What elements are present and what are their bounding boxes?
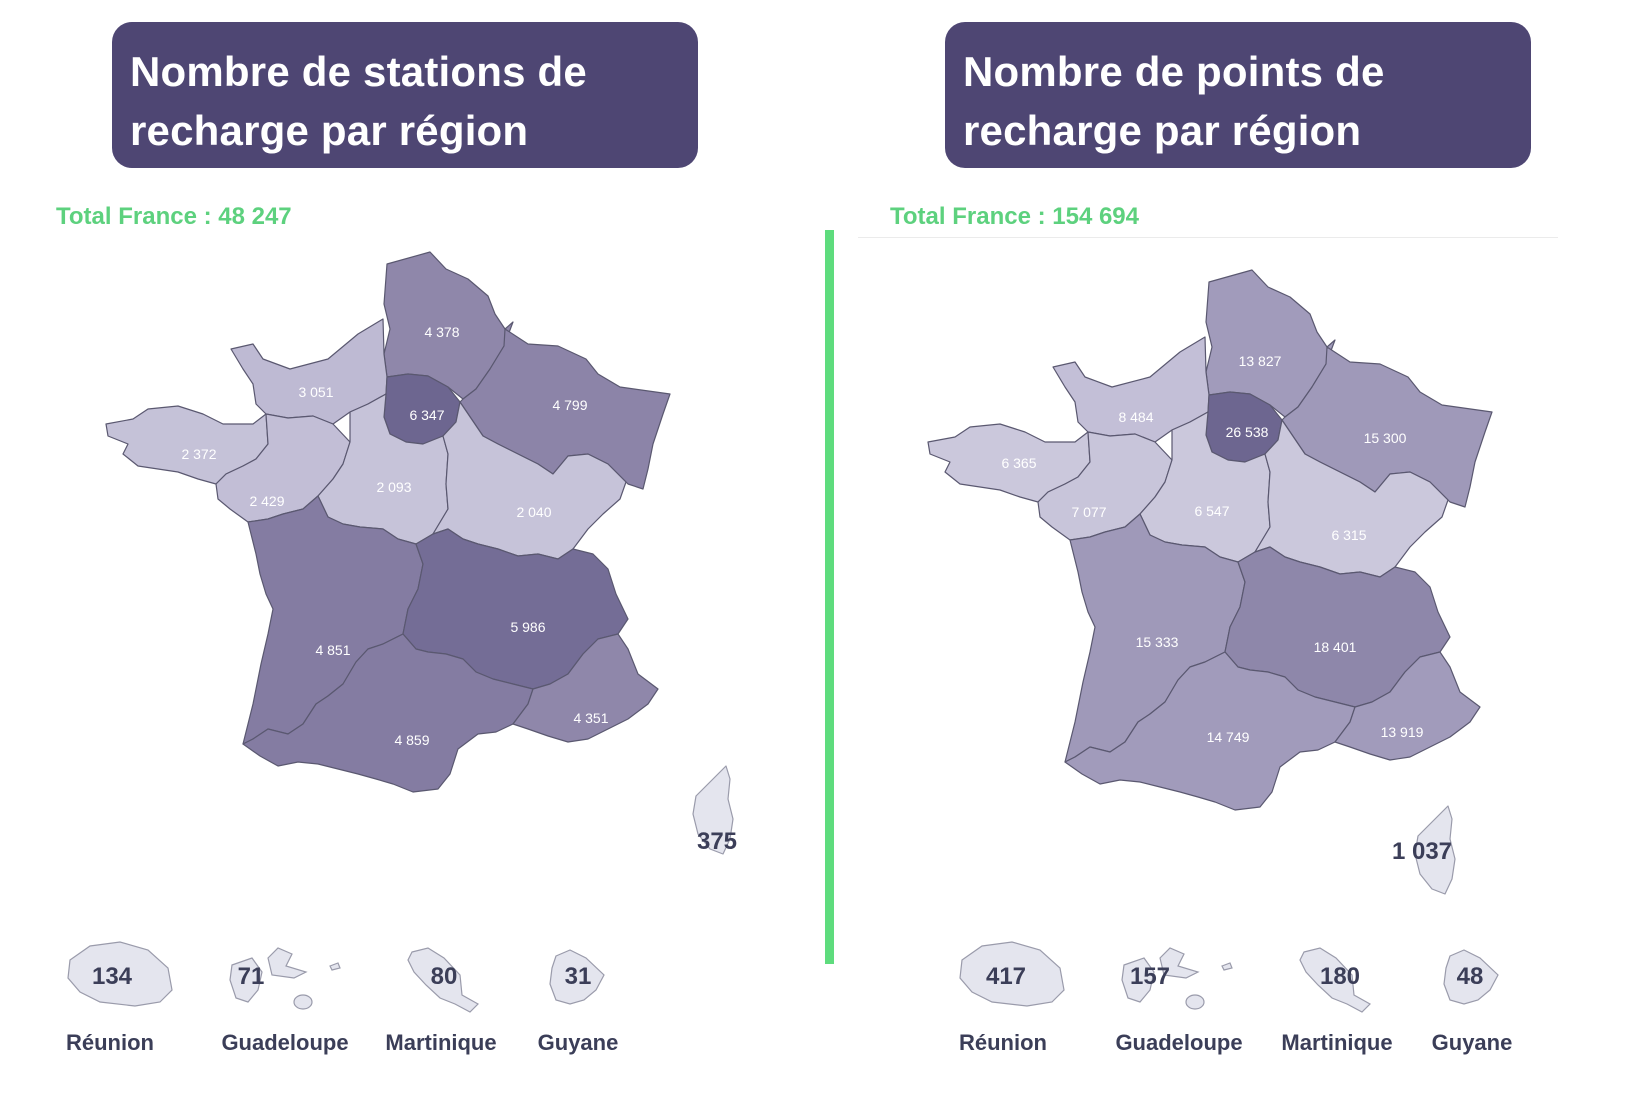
label-guyane: 31 (565, 963, 592, 990)
label-grand-est: 4 799 (552, 397, 587, 413)
label-pays-de-la-loire: 2 429 (249, 493, 284, 509)
points-map: 13 827 8 484 26 538 15 300 6 365 7 077 6… (927, 269, 1499, 1013)
label-grand-est: 15 300 (1364, 430, 1407, 446)
points-total: Total France : 154 694 (890, 203, 1139, 230)
label-hauts-de-france: 13 827 (1239, 353, 1282, 369)
label-pays-de-la-loire: 7 077 (1071, 504, 1106, 520)
label-normandie: 8 484 (1118, 409, 1153, 425)
label-centre-val-de-loire: 6 547 (1194, 503, 1229, 519)
panel-divider (825, 230, 834, 964)
points-title-line2: recharge par région (963, 107, 1362, 154)
name-reunion: Réunion (959, 1030, 1047, 1055)
label-bourgogne-franche-comte: 6 315 (1331, 527, 1366, 543)
label-auvergne-rhone-alpes: 18 401 (1314, 639, 1357, 655)
island-guyane (1443, 949, 1499, 1005)
label-nouvelle-aquitaine: 4 851 (315, 642, 350, 658)
label-normandie: 3 051 (298, 384, 333, 400)
label-martinique: 80 (431, 963, 458, 990)
points-title: Nombre de points de recharge par région (945, 22, 1531, 168)
region-occitanie (242, 633, 534, 793)
label-guyane: 48 (1457, 963, 1484, 990)
right-panel: Nombre de points de recharge par région … (820, 0, 1640, 1096)
left-panel: Nombre de stations de recharge par régio… (56, 22, 737, 1055)
label-hauts-de-france: 4 378 (424, 324, 459, 340)
label-nouvelle-aquitaine: 15 333 (1136, 634, 1179, 650)
label-bourgogne-franche-comte: 2 040 (516, 504, 551, 520)
label-auvergne-rhone-alpes: 5 986 (510, 619, 545, 635)
island-guadeloupe (229, 947, 341, 1010)
name-guyane: Guyane (1431, 1030, 1513, 1055)
label-reunion: 134 (92, 963, 133, 990)
label-corse: 1 037 (1392, 838, 1452, 865)
label-ile-de-france: 26 538 (1226, 424, 1269, 440)
region-provence-alpes-cote-azur (512, 633, 659, 743)
label-centre-val-de-loire: 2 093 (376, 479, 411, 495)
name-martinique: Martinique (385, 1030, 497, 1055)
label-reunion: 417 (986, 963, 1026, 990)
region-corse (692, 765, 734, 855)
island-reunion (959, 941, 1065, 1007)
region-corse (1414, 805, 1456, 895)
label-provence-alpes-cote-azur: 4 351 (573, 710, 608, 726)
island-martinique (407, 947, 479, 1013)
island-guadeloupe (1121, 947, 1233, 1010)
name-guadeloupe: Guadeloupe (1115, 1030, 1243, 1055)
header-rule (858, 237, 1558, 238)
name-guadeloupe: Guadeloupe (221, 1030, 349, 1055)
region-provence-alpes-cote-azur (1334, 651, 1481, 761)
island-martinique (1299, 947, 1371, 1013)
name-reunion: Réunion (66, 1030, 154, 1055)
island-reunion (67, 941, 173, 1007)
stations-total: Total France : 48 247 (56, 203, 292, 230)
region-occitanie (1064, 651, 1356, 811)
label-guadeloupe: 71 (238, 963, 265, 990)
label-occitanie: 14 749 (1207, 729, 1250, 745)
label-martinique: 180 (1320, 963, 1360, 990)
stations-title-line2: recharge par région (130, 107, 529, 154)
label-bretagne: 2 372 (181, 446, 216, 462)
stations-map: 4 378 3 051 6 347 4 799 2 372 2 429 2 09… (67, 251, 737, 1013)
island-guyane (549, 949, 605, 1005)
points-title-line1: Nombre de points de (963, 48, 1385, 95)
name-martinique: Martinique (1281, 1030, 1393, 1055)
label-guadeloupe: 157 (1130, 963, 1170, 990)
label-provence-alpes-cote-azur: 13 919 (1381, 724, 1424, 740)
label-corse: 375 (697, 828, 737, 855)
label-bretagne: 6 365 (1001, 455, 1036, 471)
label-occitanie: 4 859 (394, 732, 429, 748)
stations-title-line1: Nombre de stations de (130, 48, 587, 95)
stations-title: Nombre de stations de recharge par régio… (112, 22, 698, 168)
label-ile-de-france: 6 347 (409, 407, 444, 423)
name-guyane: Guyane (537, 1030, 619, 1055)
